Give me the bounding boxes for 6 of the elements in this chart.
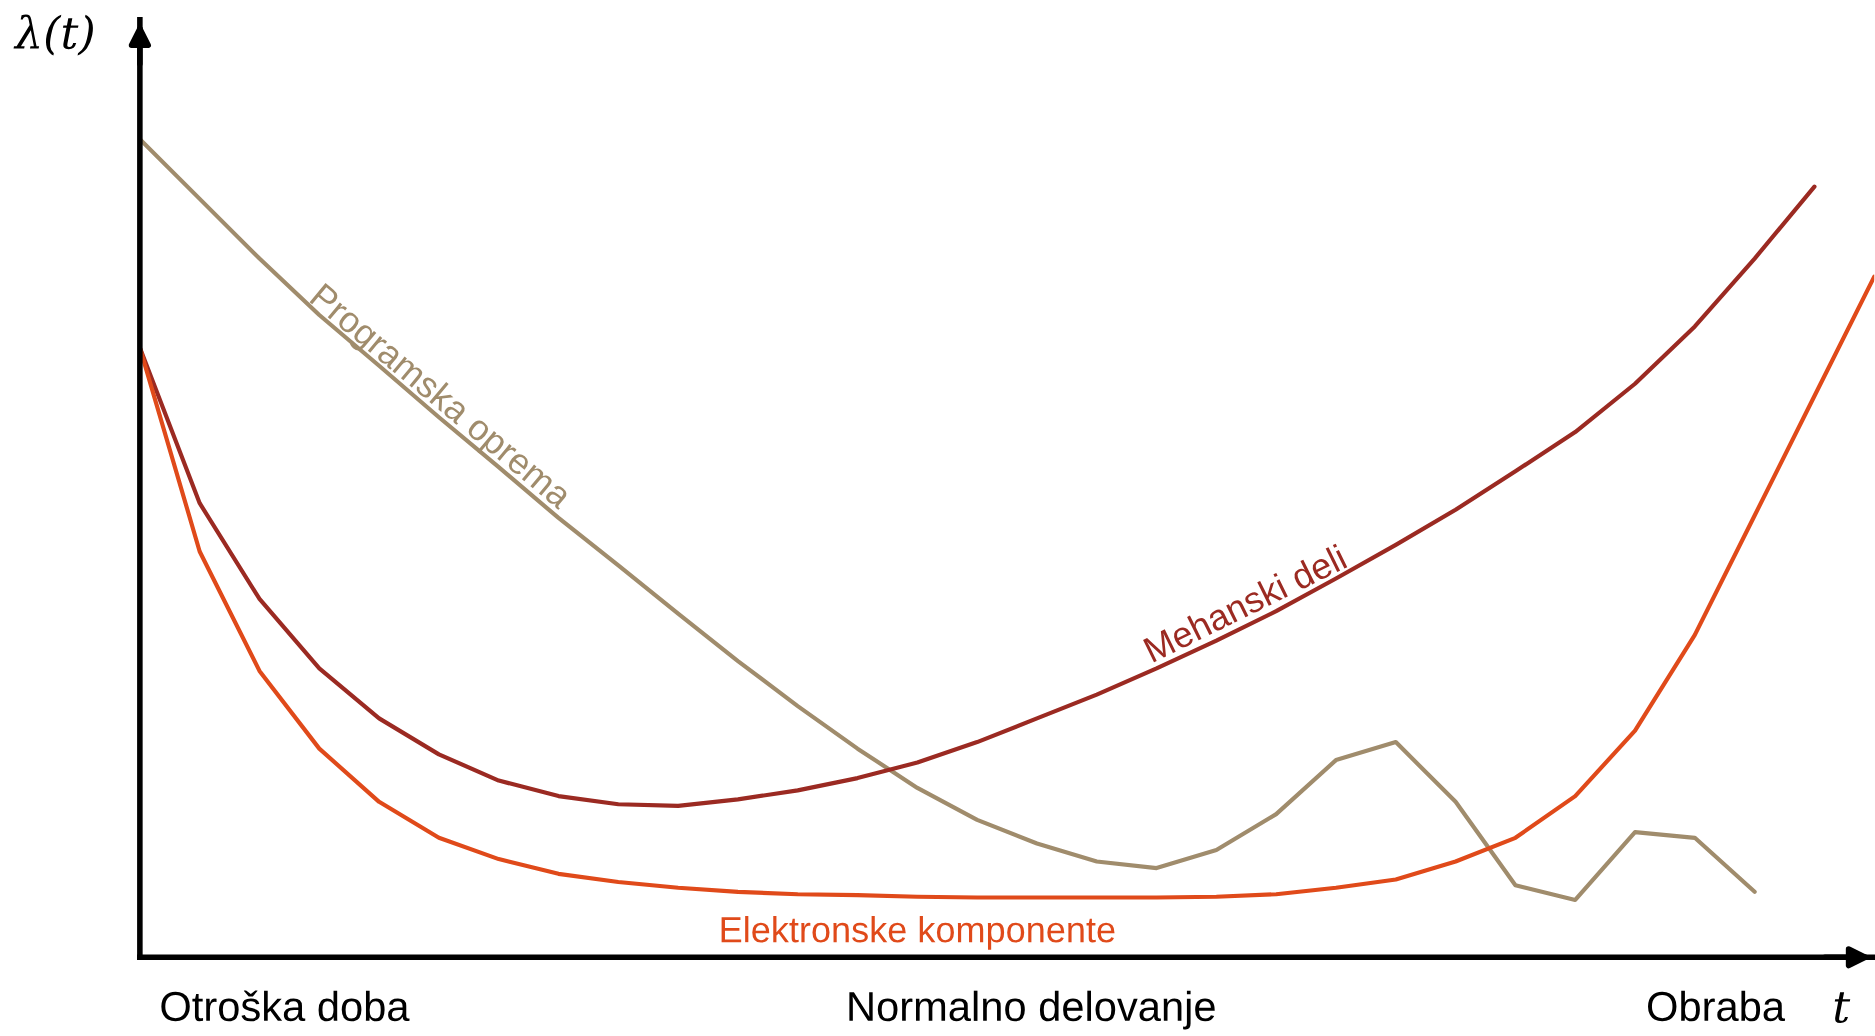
text: Otroška doba [161,990,410,1022]
series-label: Elektronske komponente [721,916,1115,950]
x-axis-title: t [1834,992,1851,1023]
text: Obraba [1648,990,1786,1022]
text: Normalno delovanje [849,990,1215,1030]
y-axis-title: λ(t) [13,14,93,56]
